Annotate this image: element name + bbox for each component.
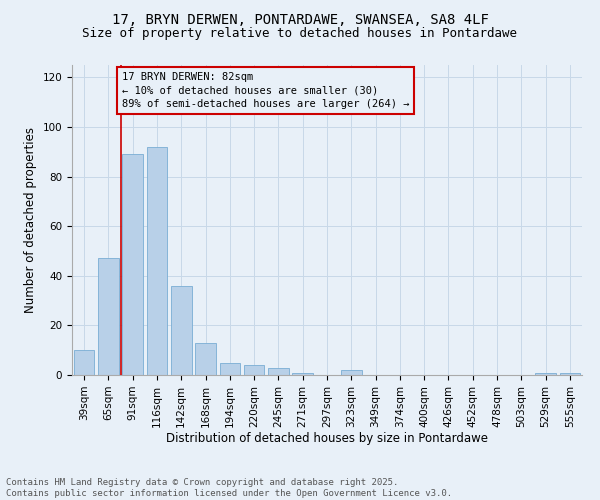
Bar <box>244 365 265 375</box>
Bar <box>292 372 313 375</box>
Text: Size of property relative to detached houses in Pontardawe: Size of property relative to detached ho… <box>83 28 517 40</box>
Bar <box>195 343 216 375</box>
Bar <box>122 154 143 375</box>
Bar <box>74 350 94 375</box>
Bar <box>268 368 289 375</box>
Bar <box>171 286 191 375</box>
Text: 17, BRYN DERWEN, PONTARDAWE, SWANSEA, SA8 4LF: 17, BRYN DERWEN, PONTARDAWE, SWANSEA, SA… <box>112 12 488 26</box>
Y-axis label: Number of detached properties: Number of detached properties <box>24 127 37 313</box>
Bar <box>146 147 167 375</box>
Text: 17 BRYN DERWEN: 82sqm
← 10% of detached houses are smaller (30)
89% of semi-deta: 17 BRYN DERWEN: 82sqm ← 10% of detached … <box>122 72 409 109</box>
Bar <box>341 370 362 375</box>
Text: Contains HM Land Registry data © Crown copyright and database right 2025.
Contai: Contains HM Land Registry data © Crown c… <box>6 478 452 498</box>
Bar <box>220 362 240 375</box>
Bar <box>560 372 580 375</box>
X-axis label: Distribution of detached houses by size in Pontardawe: Distribution of detached houses by size … <box>166 432 488 446</box>
Bar <box>535 372 556 375</box>
Bar <box>98 258 119 375</box>
